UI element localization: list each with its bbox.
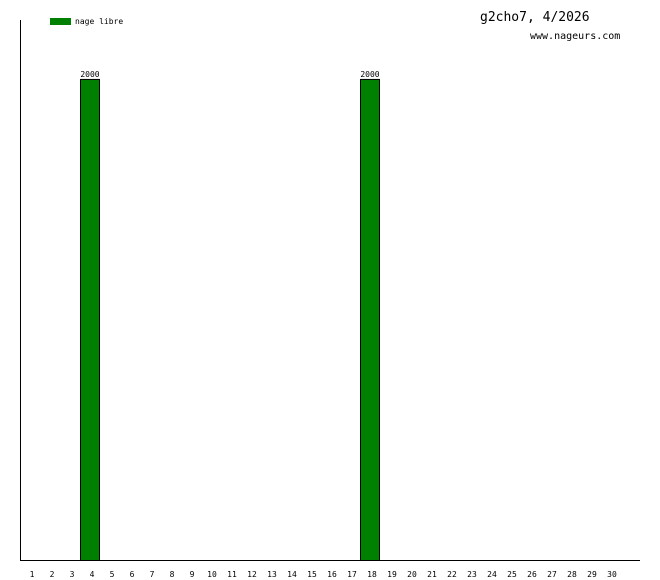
x-tick-label: 24 xyxy=(487,570,497,579)
x-tick-label: 1 xyxy=(30,570,35,579)
x-tick-label: 23 xyxy=(467,570,477,579)
x-tick-label: 7 xyxy=(150,570,155,579)
x-tick-label: 16 xyxy=(327,570,337,579)
x-tick-label: 28 xyxy=(567,570,577,579)
bar xyxy=(360,78,380,561)
bar xyxy=(80,78,100,561)
x-tick-label: 26 xyxy=(527,570,537,579)
x-tick-label: 17 xyxy=(347,570,357,579)
x-tick-label: 4 xyxy=(90,570,95,579)
x-tick-label: 21 xyxy=(427,570,437,579)
data-label: 2000 xyxy=(360,70,379,79)
x-tick-label: 15 xyxy=(307,570,317,579)
x-tick-label: 29 xyxy=(587,570,597,579)
x-tick-label: 27 xyxy=(547,570,557,579)
x-tick-label: 18 xyxy=(367,570,377,579)
chart-title: g2cho7, 4/2026 xyxy=(480,10,590,25)
x-tick-label: 11 xyxy=(227,570,237,579)
x-tick-label: 30 xyxy=(607,570,617,579)
x-tick-label: 25 xyxy=(507,570,517,579)
x-tick-label: 9 xyxy=(190,570,195,579)
x-tick-label: 19 xyxy=(387,570,397,579)
x-tick-label: 3 xyxy=(70,570,75,579)
x-tick-label: 6 xyxy=(130,570,135,579)
x-tick-label: 12 xyxy=(247,570,257,579)
legend-swatch xyxy=(50,18,71,25)
data-label: 2000 xyxy=(80,70,99,79)
chart-subtitle: www.nageurs.com xyxy=(530,31,621,42)
x-tick-label: 2 xyxy=(50,570,55,579)
x-tick-label: 13 xyxy=(267,570,277,579)
x-tick-label: 14 xyxy=(287,570,297,579)
x-tick-label: 20 xyxy=(407,570,417,579)
x-tick-label: 5 xyxy=(110,570,115,579)
legend: nage libre xyxy=(50,17,123,26)
x-tick-label: 10 xyxy=(207,570,217,579)
legend-label: nage libre xyxy=(75,17,124,26)
x-tick-label: 22 xyxy=(447,570,457,579)
x-tick-label: 8 xyxy=(170,570,175,579)
